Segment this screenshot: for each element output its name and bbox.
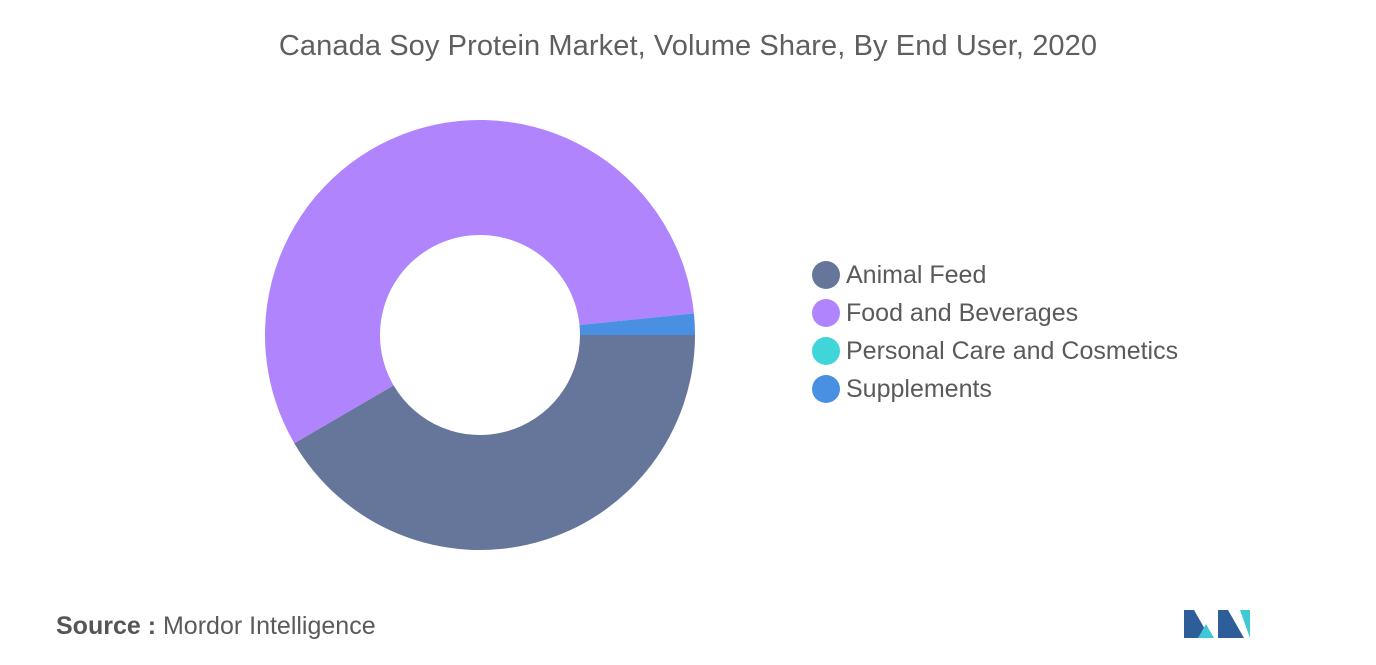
legend-label-animal-feed: Animal Feed [846,260,987,289]
legend-item-supplements: Supplements [812,370,1178,408]
source-value: Mordor Intelligence [162,612,376,640]
legend-item-personal-care-and-cosmetics: Personal Care and Cosmetics [812,332,1178,370]
legend-swatch-personal-care-and-cosmetics [812,337,840,365]
logo-mid-right-stroke [1218,610,1244,638]
mordor-intelligence-logo-icon [1184,610,1250,638]
chart-legend: Animal Feed Food and Beverages Personal Ca… [812,256,1178,408]
legend-swatch-supplements [812,375,840,403]
legend-label-food-and-beverages: Food and Beverages [846,298,1079,327]
legend-swatch-food-and-beverages [812,299,840,327]
slice-supplements [579,313,695,335]
chart-title: Canada Soy Protein Market, Volume Share,… [278,30,1098,62]
legend-swatch-animal-feed [812,261,840,289]
source-note: Source : Mordor Intelligence [56,612,376,641]
logo-right-stroke [1240,610,1250,638]
source-label: Source : [56,612,157,640]
logo-mid-stroke [1198,624,1214,638]
legend-item-animal-feed: Animal Feed [812,256,1178,294]
legend-label-personal-care-and-cosmetics: Personal Care and Cosmetics [846,336,1179,365]
legend-label-supplements: Supplements [846,374,992,403]
slice-food-and-beverages [265,120,694,444]
legend-item-food-and-beverages: Food and Beverages [812,294,1178,332]
slice-animal-feed [294,335,695,550]
